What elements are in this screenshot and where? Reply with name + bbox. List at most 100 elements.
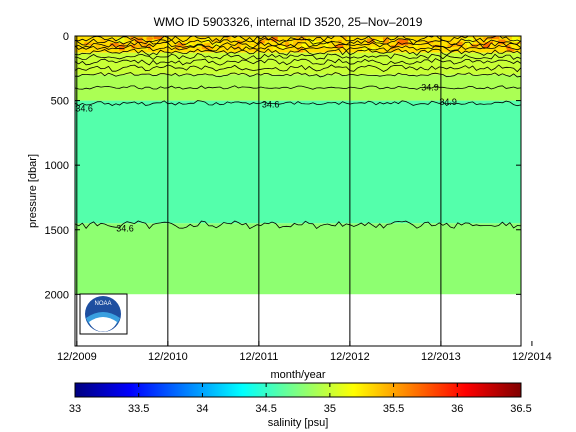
surface-patch	[304, 36, 309, 42]
surface-patch	[413, 43, 418, 48]
surface-patch	[506, 46, 515, 52]
y-tick-label: 1500	[45, 225, 69, 237]
contour-labels: 34.6 34.6 34.6 34.934.9	[75, 83, 457, 234]
surface-patch	[516, 43, 521, 47]
surface-patch	[323, 42, 329, 48]
surface-patch	[342, 41, 350, 47]
contour-34-6	[75, 100, 521, 107]
surface-patch	[123, 41, 127, 47]
surface-patch	[141, 41, 148, 45]
y-tick-label: 1000	[45, 160, 69, 172]
contour-label: 34.6	[262, 99, 280, 109]
colorbar-tick-label: 33	[69, 403, 81, 415]
contour-34-9	[75, 85, 521, 90]
surface-patch	[146, 37, 154, 40]
surface-patch	[513, 39, 521, 43]
surface-patch	[140, 39, 146, 43]
surface-patch	[130, 36, 134, 41]
surface-patch	[511, 36, 519, 42]
salinity-bands	[75, 36, 521, 345]
surface-patch	[119, 45, 125, 51]
surface-patch	[109, 43, 119, 47]
surface-patch	[464, 37, 473, 44]
surface-patch	[139, 47, 148, 50]
surface-patch	[376, 42, 382, 46]
x-axis-label: month/year	[270, 369, 325, 381]
surface-contour	[75, 64, 521, 73]
x-tick-label: 12/2014	[512, 351, 552, 363]
surface-patch	[153, 43, 162, 48]
salinity-band	[75, 100, 521, 224]
surface-patch	[496, 45, 501, 49]
surface-patch	[426, 47, 433, 52]
chart-title: WMO ID 5903326, internal ID 3520, 25–Nov…	[154, 15, 423, 29]
surface-patch	[487, 41, 493, 44]
surface-patch	[273, 47, 279, 52]
surface-patch	[280, 46, 287, 50]
surface-patch	[342, 36, 347, 40]
surface-patch	[511, 43, 516, 50]
surface-patch	[189, 43, 193, 47]
contour-35	[75, 72, 521, 78]
surface-patch	[338, 40, 342, 44]
surface-patch	[322, 36, 328, 40]
surface-patch	[258, 39, 265, 44]
surface-patch	[226, 37, 231, 40]
surface-contour	[75, 44, 521, 52]
surface-patch	[360, 39, 364, 45]
surface-patch	[382, 37, 389, 44]
surface-patch	[315, 36, 320, 41]
surface-patch	[208, 47, 213, 52]
surface-patch	[334, 44, 344, 48]
surface-patch	[143, 44, 151, 50]
surface-patch	[164, 42, 168, 48]
surface-patch	[438, 42, 447, 48]
colorbar-tick-label: 34.5	[255, 403, 276, 415]
colorbar-tick-label: 33.5	[128, 403, 149, 415]
surface-patch	[390, 36, 395, 40]
surface-patch	[406, 42, 414, 46]
x-tick-label: 12/2011	[239, 351, 278, 363]
surface-contour	[75, 38, 521, 46]
surface-patch	[177, 43, 187, 47]
year-lines	[76, 36, 442, 346]
y-tick-label: 2000	[45, 289, 69, 301]
surface-patch	[131, 44, 135, 49]
surface-patch	[243, 37, 249, 41]
no-data-region	[76, 294, 520, 345]
surface-patch	[175, 45, 180, 50]
surface-patch	[482, 42, 490, 48]
surface-patch	[185, 41, 190, 47]
surface-patch	[371, 46, 376, 52]
surface-patch	[298, 43, 308, 48]
surface-patch	[401, 39, 409, 46]
contour-34-6-deep	[75, 220, 521, 230]
noaa-logo-text: NOAA	[94, 301, 111, 307]
surface-patch	[297, 46, 304, 53]
y-axis-label: pressure [dbar]	[27, 154, 39, 228]
surface-patch	[156, 45, 164, 50]
surface-patch	[233, 43, 241, 50]
surface-patch	[466, 40, 471, 47]
surface-patch	[195, 42, 201, 49]
surface-patch	[366, 36, 371, 40]
surface-patch	[447, 44, 455, 47]
surface-patch	[391, 47, 397, 51]
surface-patch	[456, 41, 463, 47]
surface-patch	[134, 37, 143, 43]
surface-patch	[285, 42, 289, 48]
surface-patch	[134, 44, 144, 48]
colorbar-gradient	[74, 382, 522, 398]
colorbar-label: salinity [psu]	[268, 417, 329, 429]
surface-contour	[75, 58, 521, 66]
x-tick-label: 12/2013	[421, 351, 461, 363]
x-axis: 12/2009 12/2010 12/2011 12/2012 12/2013 12/20…	[57, 341, 552, 363]
surface-patch	[414, 38, 422, 43]
y-tick-label: 0	[63, 31, 69, 43]
surface-patch	[196, 47, 201, 52]
y-axis: 0 500 1000 1500 2000	[45, 31, 521, 301]
salinity-contours	[75, 36, 521, 230]
colorbar: 33 33.5 34 34.5 35 35.5 36 36.5	[69, 382, 532, 415]
contour-label: 34.6	[75, 103, 93, 113]
surface-patch	[485, 37, 492, 42]
